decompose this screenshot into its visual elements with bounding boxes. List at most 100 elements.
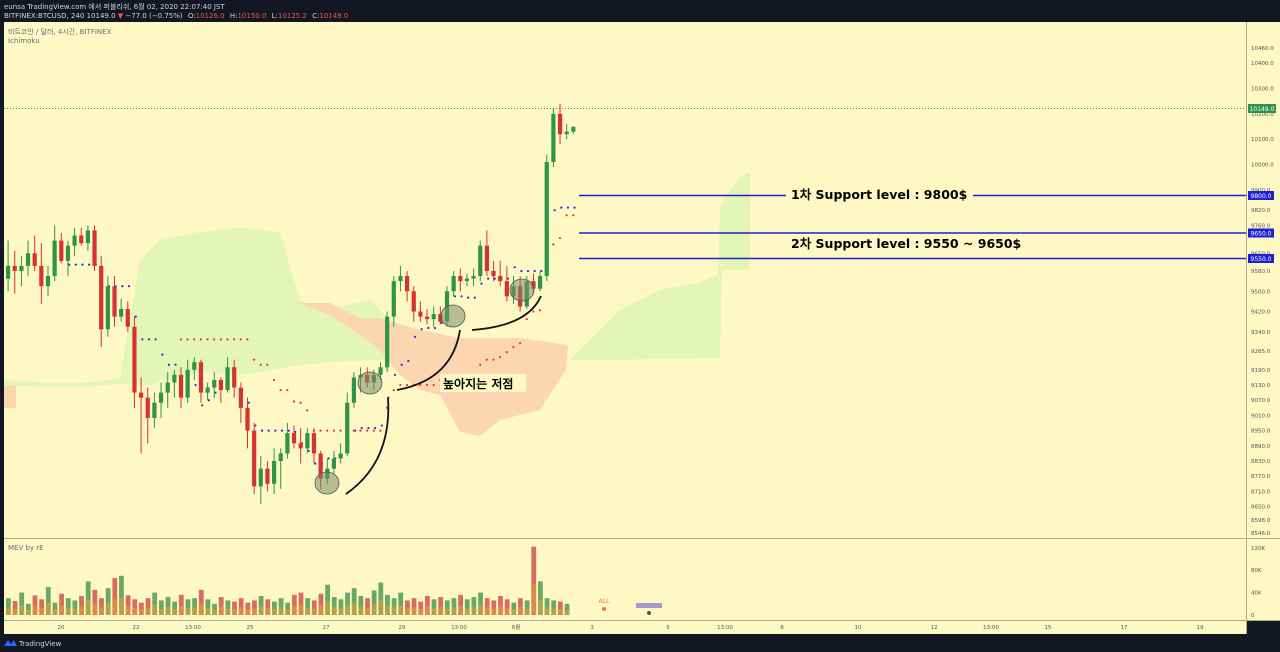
volume-bar-overlay xyxy=(185,607,191,615)
volume-bar-overlay xyxy=(145,607,151,615)
volume-bar xyxy=(325,584,330,615)
candle-body xyxy=(145,397,150,418)
tenkan-dot xyxy=(134,315,137,318)
candle-body xyxy=(139,392,144,398)
tenkan-dot xyxy=(307,449,310,452)
candle-body xyxy=(172,374,177,383)
kijun-dot xyxy=(272,378,276,382)
volume-bar xyxy=(378,582,384,615)
volume-bar-overlay xyxy=(345,604,350,615)
symbol-info: BITFINEX:BTCUSD, 240 10149.0 ▼ −77.0 (−0… xyxy=(4,12,348,20)
kijun-dot xyxy=(492,358,495,361)
candle-body xyxy=(265,468,270,484)
volume-bar-overlay xyxy=(298,604,304,615)
tenkan-dot xyxy=(74,263,77,266)
indicator-label[interactable]: Ichimoku xyxy=(8,37,40,45)
support1-label[interactable]: 1차 Support level : 9800$ xyxy=(791,187,967,202)
candle-body xyxy=(544,162,549,277)
volume-bar-overlay xyxy=(518,607,523,615)
kijun-dot xyxy=(518,342,522,345)
candle-body xyxy=(52,240,57,277)
volume-bar-overlay xyxy=(158,608,164,615)
volume-bar-overlay xyxy=(471,606,477,615)
candle-body xyxy=(158,392,164,403)
kijun-dot xyxy=(392,388,395,392)
kijun-dot xyxy=(319,429,322,432)
volume-bar xyxy=(538,581,543,615)
volume-pane[interactable] xyxy=(4,539,1246,620)
volume-bar-overlay xyxy=(92,603,98,615)
volume-bar-overlay xyxy=(245,609,251,615)
candle-body xyxy=(32,253,37,266)
candle-body xyxy=(132,326,137,393)
candle-body xyxy=(225,367,230,391)
volume-bar-overlay xyxy=(119,597,124,615)
volume-bar-overlay xyxy=(39,607,45,615)
price-tick-label: 9820.0 xyxy=(1251,208,1271,214)
tenkan-dot xyxy=(560,206,563,209)
volume-indicator-label[interactable]: MEV by rE xyxy=(8,544,44,552)
volume-bar xyxy=(165,597,171,615)
volume-axis-ticks: 120K 80K 40K 0 xyxy=(1251,546,1265,619)
candle-body xyxy=(564,131,569,135)
svg-text:10149.0: 10149.0 xyxy=(1250,106,1275,113)
volume-bar xyxy=(564,603,570,615)
kijun-dot xyxy=(399,383,402,387)
candle-body xyxy=(491,270,496,277)
volume-bar xyxy=(544,598,550,615)
volume-tick-label: 120K xyxy=(1251,546,1265,552)
tradingview-brand: TradingView xyxy=(18,640,62,648)
volume-bar xyxy=(424,595,430,615)
volume-bar-overlay xyxy=(458,605,463,615)
kijun-dot xyxy=(332,429,335,432)
volume-bar-overlay xyxy=(391,607,397,615)
volume-bar xyxy=(6,598,11,615)
tenkan-dot xyxy=(81,263,84,266)
time-axis[interactable] xyxy=(4,620,1246,634)
volume-bar xyxy=(85,581,91,615)
volume-event-marker xyxy=(636,603,662,608)
price-axis-ticks: 10460.0 10400.0 10300.0 10200.0 10100.0 10000… xyxy=(1251,46,1274,537)
volume-bar-overlay xyxy=(491,608,497,615)
volume-bar xyxy=(405,600,410,615)
tenkan-dot xyxy=(520,269,523,273)
time-tick-label: 13:00 xyxy=(717,625,733,631)
volume-bar xyxy=(498,595,503,615)
volume-bar-overlay xyxy=(318,605,324,615)
candle-body xyxy=(551,113,556,163)
candle-body xyxy=(351,377,356,403)
price-axis[interactable] xyxy=(1246,22,1280,620)
volume-bar xyxy=(311,600,317,615)
volume-bar xyxy=(511,602,517,615)
candle-body xyxy=(12,265,17,271)
candle-body xyxy=(538,276,543,289)
candle-body xyxy=(105,286,110,330)
candle-body xyxy=(438,314,443,322)
tenkan-dot xyxy=(413,335,417,338)
volume-bar xyxy=(265,599,271,615)
volume-tick-label: 0 xyxy=(1251,613,1255,619)
volume-bar-overlay xyxy=(551,608,557,615)
tenkan-dot xyxy=(247,401,250,404)
candle-body xyxy=(431,314,436,320)
volume-bar-overlay xyxy=(398,604,404,615)
volume-bar xyxy=(557,601,563,615)
volume-bar-overlay xyxy=(258,606,264,615)
volume-bar-overlay xyxy=(178,605,184,615)
volume-bar-overlay xyxy=(405,608,410,615)
volume-bar-overlay xyxy=(504,607,510,615)
volume-bar xyxy=(305,598,311,615)
candle-body xyxy=(252,430,257,487)
tenkan-dot xyxy=(407,359,410,363)
volume-bar-overlay xyxy=(524,608,530,615)
candle-body xyxy=(338,453,343,459)
tenkan-dot xyxy=(147,338,151,341)
support2-label[interactable]: 2차 Support level : 9550 ~ 9650$ xyxy=(791,236,1021,251)
volume-bar xyxy=(278,598,284,615)
candle-body xyxy=(557,113,563,135)
volume-bar xyxy=(19,592,25,615)
volume-bar-overlay xyxy=(278,607,284,615)
higher-lows-annotation[interactable]: 높아지는 저점 xyxy=(314,278,542,495)
kijun-dot xyxy=(572,214,575,217)
candle-body xyxy=(484,245,489,271)
